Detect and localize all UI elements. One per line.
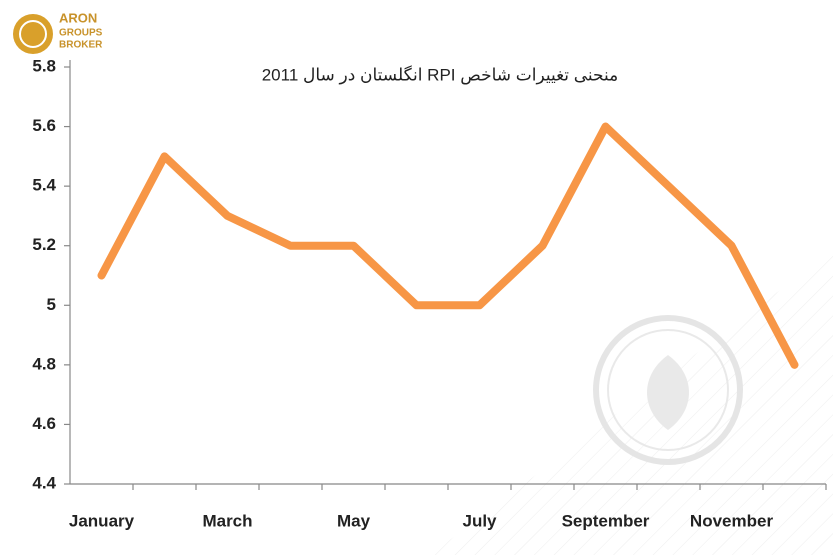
y-tick-label: 5.8 (32, 56, 56, 75)
x-tick-label: May (337, 511, 371, 530)
logo-text: ARON (59, 10, 97, 25)
y-tick-label: 5.6 (32, 116, 56, 135)
x-tick-label: March (202, 511, 252, 530)
y-tick-label: 5 (47, 295, 56, 314)
logo-icon (13, 14, 53, 54)
y-tick-label: 4.6 (32, 414, 56, 433)
x-tick-label: January (69, 511, 135, 530)
logo-icon-ring (19, 20, 47, 48)
y-tick-label: 5.2 (32, 235, 56, 254)
x-tick-label: November (690, 511, 774, 530)
line-series (97, 122, 799, 369)
y-tick-label: 4.4 (32, 473, 56, 492)
logo: ARON GROUPS BROKER (13, 10, 103, 54)
y-tick-label: 4.8 (32, 354, 56, 373)
chart-title: منحنی تغییرات شاخص RPI انگلستان در سال 2… (262, 64, 619, 84)
x-tick-label: September (562, 511, 650, 530)
watermark (430, 250, 833, 555)
x-tick-label: July (462, 511, 497, 530)
logo-text: GROUPS (59, 28, 103, 39)
y-tick-label: 5.4 (32, 176, 56, 195)
logo-text: BROKER (59, 40, 103, 51)
